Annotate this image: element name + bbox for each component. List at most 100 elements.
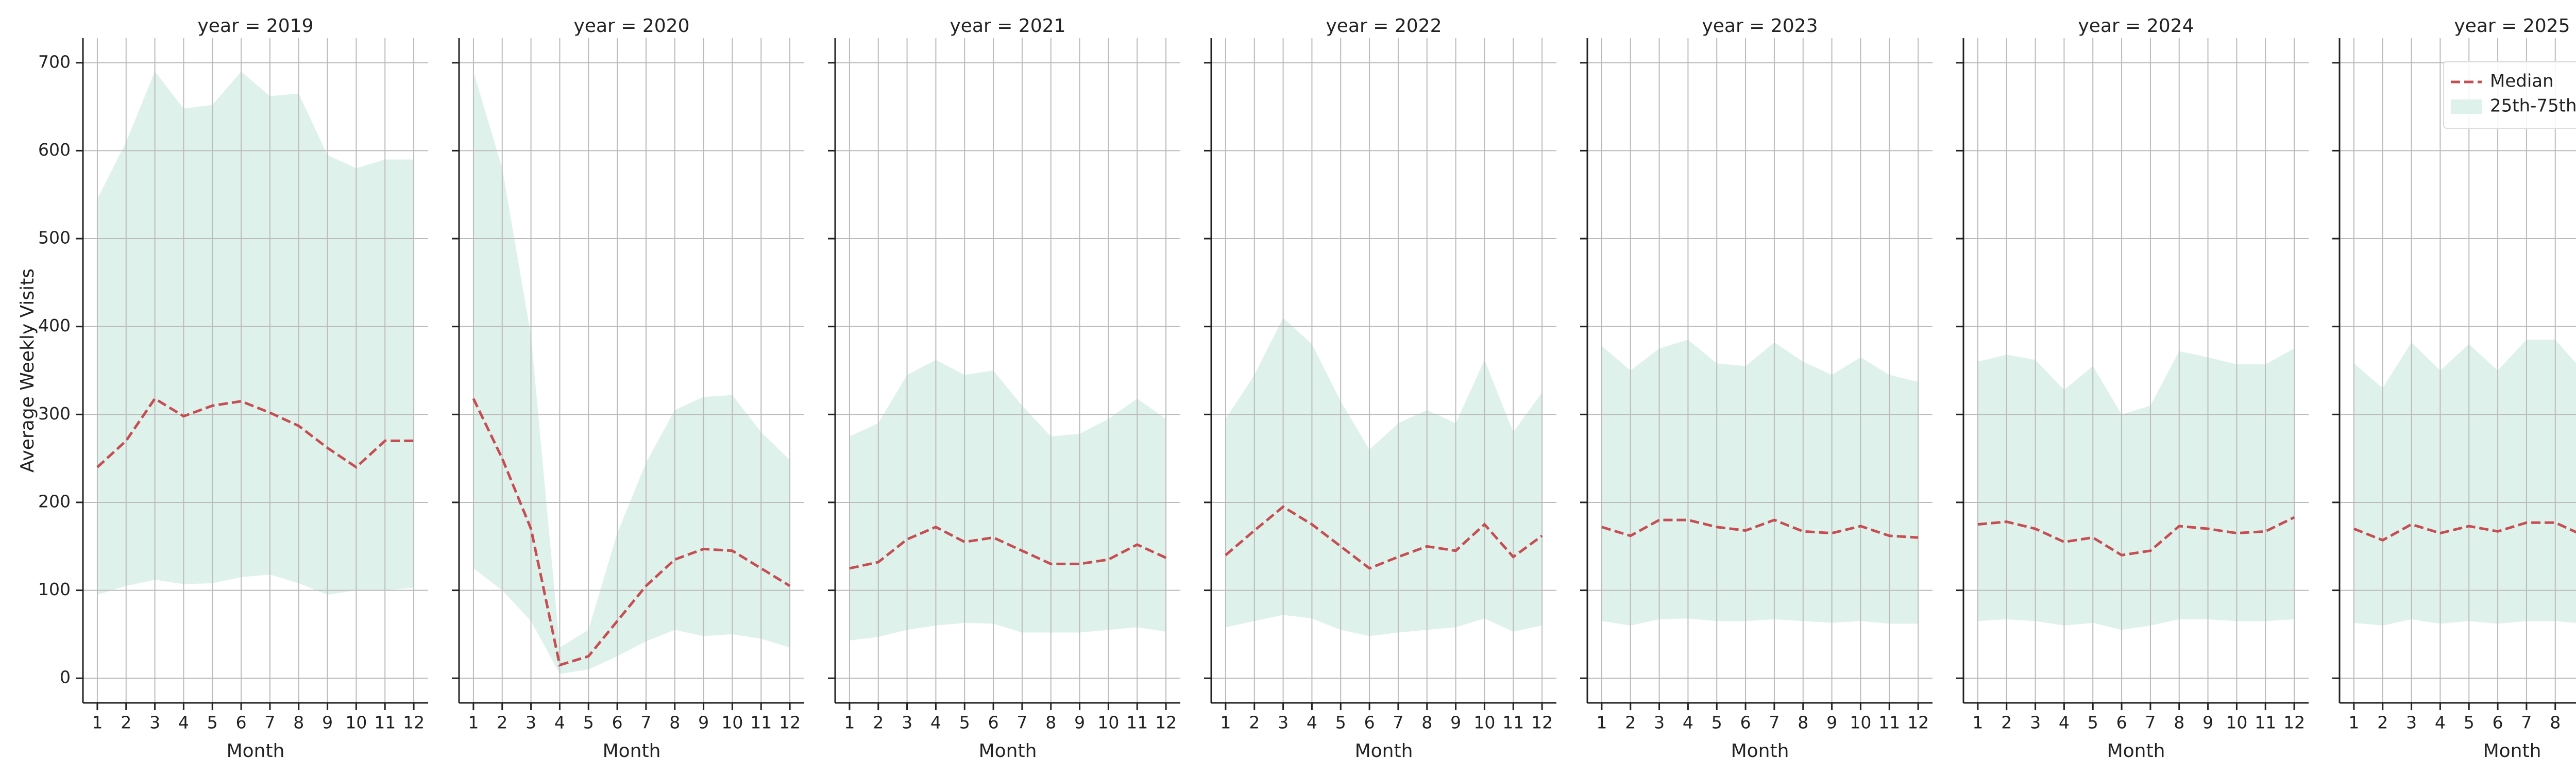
- x-tick-label: 4: [554, 713, 565, 733]
- x-tick-label: 4: [2059, 713, 2070, 733]
- x-tick-label: 11: [374, 713, 396, 733]
- x-tick-label: 11: [1502, 713, 1524, 733]
- x-axis-label: Month: [2483, 740, 2541, 762]
- x-tick-label: 7: [2521, 713, 2532, 733]
- x-tick-label: 6: [612, 713, 623, 733]
- x-tick-label: 3: [1278, 713, 1289, 733]
- x-tick-label: 12: [1531, 713, 1553, 733]
- y-tick-label: 0: [60, 667, 71, 687]
- x-tick-label: 5: [1711, 713, 1722, 733]
- x-tick-label: 12: [1155, 713, 1177, 733]
- x-tick-label: 3: [2406, 713, 2417, 733]
- y-tick-label: 500: [38, 228, 71, 248]
- median-line: [472, 398, 791, 667]
- x-tick-label: 4: [2435, 713, 2446, 733]
- x-tick-label: 3: [902, 713, 912, 733]
- iqr-band: [1601, 340, 1919, 626]
- x-tick-label: 5: [2464, 713, 2475, 733]
- median-line: [1225, 505, 1543, 570]
- x-tick-label: 6: [988, 713, 999, 733]
- x-tick-label: 7: [1016, 713, 1027, 733]
- x-axis-label: Month: [603, 740, 661, 762]
- x-axis-label: Month: [979, 740, 1037, 762]
- x-tick-label: 10: [1850, 713, 1871, 733]
- x-tick-label: 12: [1907, 713, 1929, 733]
- x-tick-label: 11: [1126, 713, 1148, 733]
- x-tick-label: 6: [236, 713, 247, 733]
- median-line: [1601, 518, 1919, 539]
- panel-title: year = 2020: [574, 15, 690, 37]
- x-tick-label: 1: [844, 713, 855, 733]
- x-tick-label: 8: [2174, 713, 2184, 733]
- x-tick-label: 1: [1220, 713, 1231, 733]
- x-tick-label: 9: [698, 713, 709, 733]
- x-tick-label: 7: [640, 713, 651, 733]
- x-tick-label: 2: [2377, 713, 2388, 733]
- x-tick-label: 11: [2255, 713, 2276, 733]
- x-tick-label: 4: [178, 713, 189, 733]
- x-axis-label: Month: [1355, 740, 1413, 762]
- x-tick-label: 8: [293, 713, 304, 733]
- x-tick-label: 5: [583, 713, 594, 733]
- x-tick-label: 10: [721, 713, 743, 733]
- x-tick-label: 7: [2145, 713, 2156, 733]
- iqr-band: [473, 71, 790, 674]
- panel-title: year = 2022: [1326, 15, 1442, 37]
- x-tick-label: 3: [149, 713, 160, 733]
- x-axis-label: Month: [2107, 740, 2165, 762]
- iqr-band: [2353, 340, 2576, 626]
- x-tick-label: 2: [1249, 713, 1260, 733]
- iqr-band: [849, 360, 1166, 641]
- x-tick-label: 2: [497, 713, 507, 733]
- x-tick-label: 6: [2493, 713, 2503, 733]
- legend-swatch: [2451, 99, 2482, 114]
- x-tick-label: 1: [2348, 713, 2359, 733]
- x-tick-label: 8: [1421, 713, 1432, 733]
- x-tick-label: 8: [1798, 713, 1808, 733]
- x-tick-label: 2: [873, 713, 884, 733]
- x-tick-label: 6: [1364, 713, 1375, 733]
- x-tick-label: 9: [1074, 713, 1085, 733]
- x-tick-label: 4: [1307, 713, 1317, 733]
- x-tick-label: 11: [1878, 713, 1900, 733]
- y-tick-label: 600: [38, 140, 71, 160]
- legend-label: Median: [2490, 71, 2554, 92]
- y-tick-label: 300: [38, 403, 71, 424]
- y-axis-label: Average Weekly Visits: [17, 268, 38, 473]
- median-line: [2353, 521, 2576, 542]
- x-tick-label: 7: [1769, 713, 1780, 733]
- x-tick-label: 12: [2283, 713, 2305, 733]
- y-tick-label: 400: [38, 315, 71, 335]
- x-tick-label: 11: [750, 713, 772, 733]
- x-tick-label: 9: [322, 713, 333, 733]
- x-tick-label: 7: [1393, 713, 1403, 733]
- y-tick-label: 700: [38, 52, 71, 72]
- median-line: [849, 525, 1167, 570]
- x-axis-label: Month: [1731, 740, 1789, 762]
- x-tick-label: 8: [669, 713, 680, 733]
- x-tick-label: 3: [1654, 713, 1665, 733]
- iqr-band: [97, 71, 414, 595]
- median-line: [96, 397, 414, 469]
- x-tick-label: 4: [1683, 713, 1693, 733]
- panel-title: year = 2025: [2454, 15, 2570, 37]
- x-tick-label: 12: [779, 713, 801, 733]
- x-tick-label: 5: [959, 713, 970, 733]
- x-tick-label: 3: [526, 713, 536, 733]
- x-tick-label: 6: [2116, 713, 2127, 733]
- x-tick-label: 8: [1045, 713, 1056, 733]
- x-tick-label: 9: [1450, 713, 1461, 733]
- x-tick-label: 5: [1335, 713, 1346, 733]
- x-tick-label: 10: [1097, 713, 1119, 733]
- x-tick-label: 1: [468, 713, 479, 733]
- x-tick-label: 6: [1740, 713, 1751, 733]
- x-tick-label: 5: [207, 713, 218, 733]
- x-tick-label: 2: [2001, 713, 2012, 733]
- x-tick-label: 9: [2202, 713, 2213, 733]
- x-tick-label: 3: [2030, 713, 2041, 733]
- x-axis-label: Month: [227, 740, 285, 762]
- x-tick-label: 1: [92, 713, 103, 733]
- panel-title: year = 2021: [950, 15, 1066, 37]
